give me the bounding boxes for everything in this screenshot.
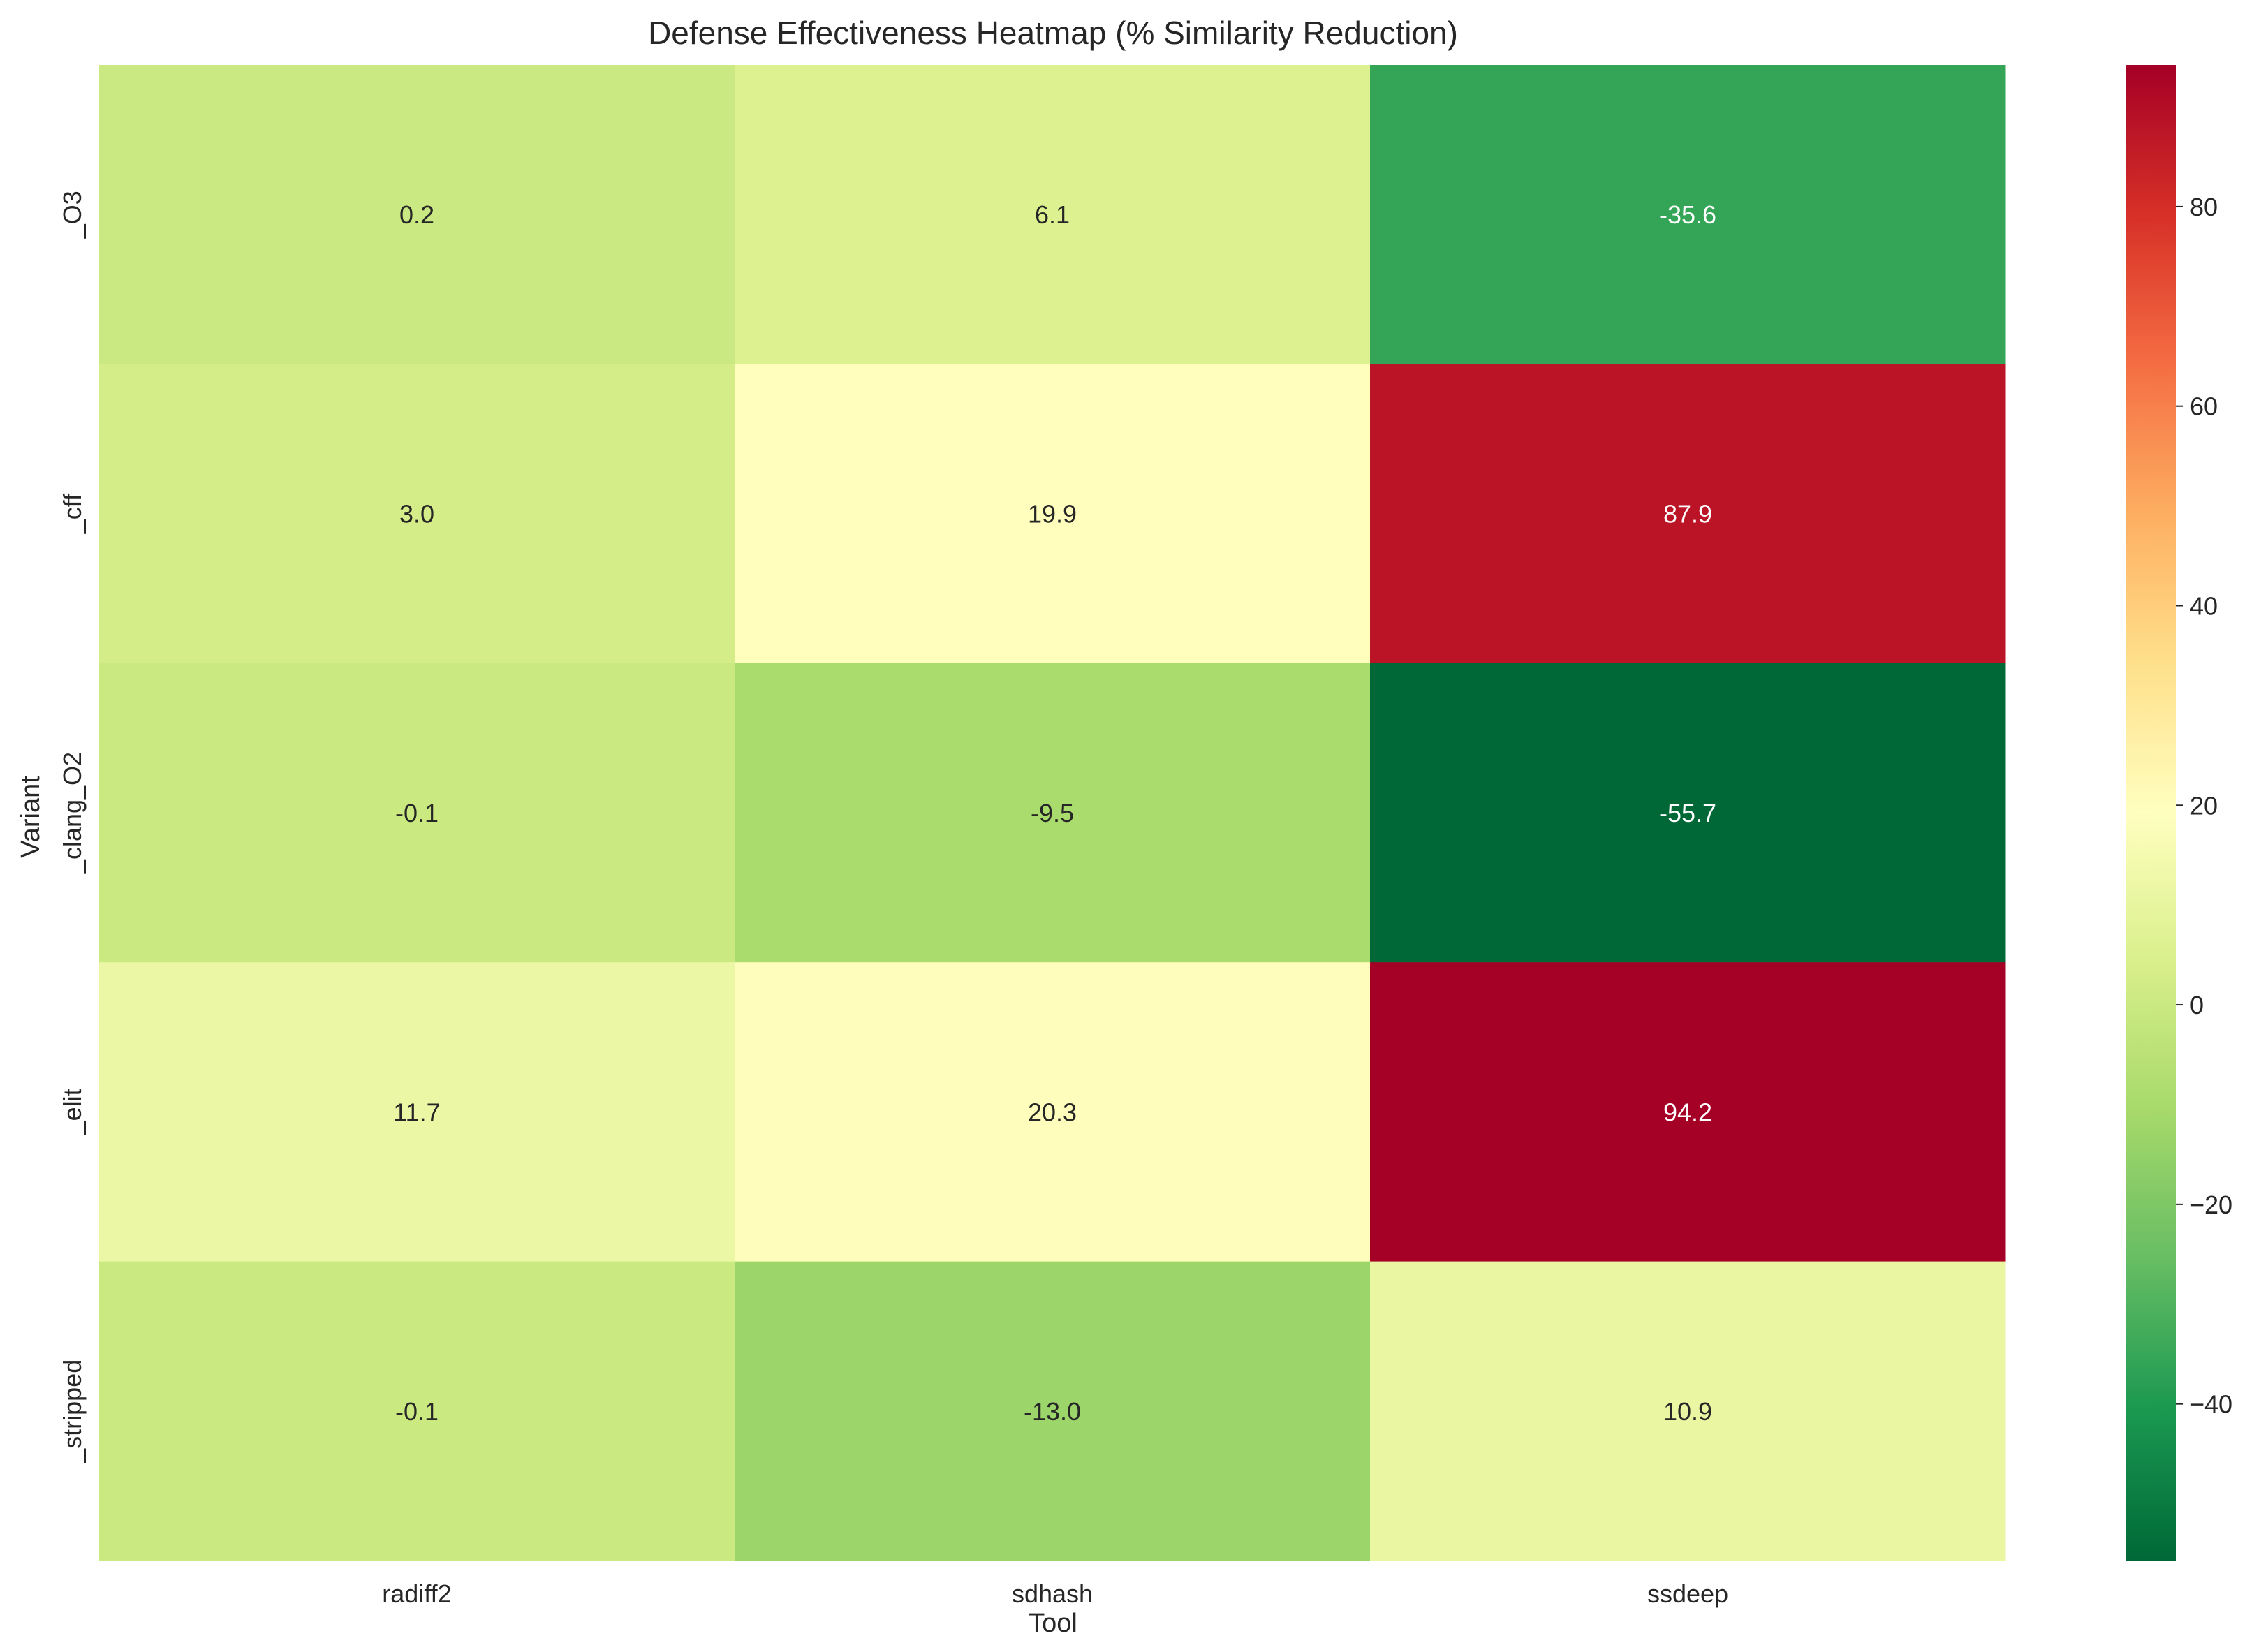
cell-value-label: -9.5	[1031, 799, 1074, 827]
colorbar-tick-label: 80	[2190, 193, 2218, 221]
y-tick-label: _clang_O2	[58, 752, 87, 874]
cell-value-label: 20.3	[1028, 1098, 1077, 1126]
colorbar-tick-label: 20	[2190, 791, 2218, 820]
x-tick-label: radiff2	[382, 1579, 451, 1608]
y-tick-label: _elit	[58, 1089, 87, 1135]
x-tick-label: sdhash	[1012, 1579, 1093, 1608]
heatmap-cells	[99, 65, 2006, 1561]
x-tick-label: ssdeep	[1647, 1579, 1728, 1608]
colorbar	[2126, 65, 2176, 1561]
x-tick-labels: radiff2 sdhash ssdeep	[382, 1579, 1728, 1608]
heatmap-cell	[735, 663, 1371, 963]
cell-value-label: -0.1	[395, 799, 439, 827]
heatmap-cell-labels: 0.2 6.1 -35.6 3.0 19.9 87.9 -0.1 -9.5 -55.7 11.7 2…	[393, 200, 1716, 1426]
colorbar-tick-label: 40	[2190, 591, 2218, 620]
cell-value-label: 94.2	[1663, 1098, 1712, 1126]
cell-value-label: 10.9	[1663, 1397, 1712, 1426]
heatmap-cell	[735, 364, 1371, 664]
y-tick-label: _cff	[58, 493, 87, 534]
cell-value-label: 19.9	[1028, 500, 1077, 529]
cell-value-label: 11.7	[393, 1098, 440, 1126]
x-axis-label: Tool	[1029, 1609, 1077, 1638]
heatmap-cell	[99, 663, 735, 963]
heatmap-cell	[99, 364, 735, 664]
cell-value-label: 6.1	[1035, 200, 1070, 229]
heatmap-cell	[1370, 663, 2006, 963]
heatmap-cell	[99, 65, 735, 364]
heatmap-cell	[99, 962, 735, 1262]
cell-value-label: -35.6	[1659, 200, 1716, 229]
cell-value-label: 87.9	[1663, 500, 1712, 529]
chart-title: Defense Effectiveness Heatmap (% Similar…	[648, 15, 1458, 51]
y-tick-labels: _O3 _cff _clang_O2 _elit _stripped	[58, 191, 87, 1463]
cell-value-label: -13.0	[1024, 1397, 1081, 1426]
y-tick-label: _stripped	[58, 1359, 87, 1463]
y-axis-label: Variant	[16, 776, 45, 858]
heatmap-cell	[1370, 1261, 2006, 1561]
colorbar-tick-label: −20	[2190, 1190, 2232, 1219]
heatmap-cell	[1370, 65, 2006, 364]
cell-value-label: -0.1	[395, 1397, 439, 1426]
colorbar-tick-label: 60	[2190, 392, 2218, 421]
colorbar-tick-label: 0	[2190, 991, 2204, 1019]
heatmap-cell	[735, 962, 1371, 1262]
cell-value-label: 3.0	[399, 500, 434, 529]
cell-value-label: -55.7	[1659, 799, 1716, 827]
colorbar-tick-label: −40	[2190, 1390, 2232, 1419]
heatmap-cell	[735, 1261, 1371, 1561]
y-tick-label: _O3	[58, 191, 87, 239]
colorbar-ticks: 80 60 40 20 0 −20 −40	[2176, 193, 2232, 1419]
heatmap-cell	[1370, 364, 2006, 664]
heatmap-cell	[99, 1261, 735, 1561]
cell-value-label: 0.2	[399, 200, 434, 229]
heatmap-cell	[1370, 962, 2006, 1262]
heatmap-cell	[735, 65, 1371, 364]
